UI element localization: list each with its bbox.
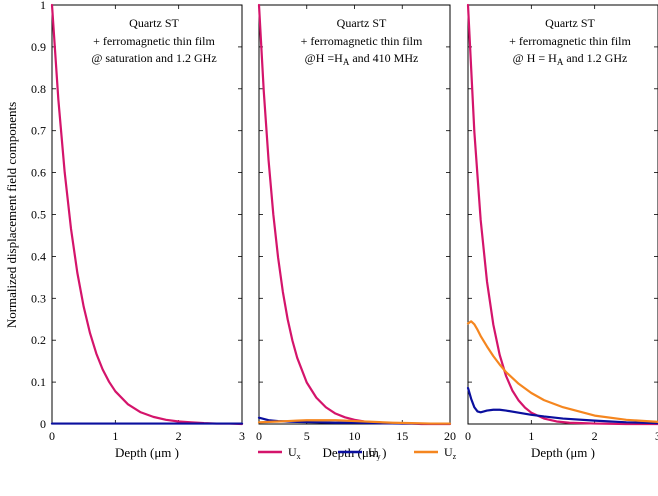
y-tick-label: 0.7	[31, 124, 46, 138]
x-tick-label: 0	[49, 429, 55, 443]
series-line-uy	[466, 386, 658, 425]
legend-label: Uy	[368, 445, 381, 461]
x-axis-label: Depth (μm )	[115, 445, 179, 460]
annotation-line-2: + ferromagnetic thin film	[301, 34, 423, 48]
x-tick-label: 3	[239, 429, 245, 443]
series-line-ux	[466, 3, 658, 426]
series-line-ux	[50, 3, 244, 426]
annotation-line-1: Quartz ST	[545, 16, 595, 30]
y-tick-label: 0.2	[31, 333, 46, 347]
x-tick-label: 0	[256, 429, 262, 443]
series-line-uz	[466, 320, 658, 423]
x-tick-label: 0	[465, 429, 471, 443]
y-tick-label: 0.1	[31, 375, 46, 389]
x-tick-label: 3	[655, 429, 658, 443]
x-tick-label: 20	[444, 429, 456, 443]
legend-label: Ux	[288, 445, 301, 461]
annotation-line-2: + ferromagnetic thin film	[509, 34, 631, 48]
annotation-line-1: Quartz ST	[337, 16, 387, 30]
y-tick-label: 0.6	[31, 166, 46, 180]
y-axis-label: Normalized displacement field components	[4, 102, 19, 328]
series-line-uz	[257, 419, 452, 425]
legend-item-ux: Ux	[258, 445, 301, 461]
plot-frame	[51, 4, 243, 425]
x-tick-label: 2	[176, 429, 182, 443]
y-tick-label: 0.3	[31, 291, 46, 305]
legend-item-uz: Uz	[414, 445, 457, 461]
y-tick-label: 0.4	[31, 249, 46, 263]
y-tick-label: 0	[40, 417, 46, 431]
y-tick-label: 0.8	[31, 82, 46, 96]
legend-label: Uz	[444, 445, 457, 461]
x-tick-label: 2	[592, 429, 598, 443]
panel-3: 0 1 2 3 Depth (μm ) Quartz ST + ferromagnetic …	[465, 3, 658, 460]
legend: Ux Uy Uz	[258, 445, 457, 461]
y-tick-label: 1	[40, 0, 46, 12]
annotation-line-3: @H =HA and 410 MHz	[305, 51, 419, 67]
y-tick-label: 0.5	[31, 208, 46, 222]
annotation-line-2: + ferromagnetic thin film	[93, 34, 215, 48]
x-tick-label: 10	[349, 429, 361, 443]
x-tick-label: 15	[396, 429, 408, 443]
legend-item-uy: Uy	[338, 445, 381, 461]
panel-1: 0 0.1 0.2 0.3 0.4 0.5 0.6 0.7 0.8 0.9 1 0 1 2 3 Depth (…	[31, 0, 245, 460]
x-axis-label: Depth (μm )	[531, 445, 595, 460]
annotation-line-3: @ saturation and 1.2 GHz	[91, 51, 216, 65]
annotation-line-1: Quartz ST	[129, 16, 179, 30]
series-line-uy	[257, 416, 452, 425]
y-tick-label: 0.9	[31, 40, 46, 54]
series-line-ux	[257, 3, 452, 426]
annotation-line-3: @ H = HA and 1.2 GHz	[513, 51, 628, 67]
x-tick-label: 1	[528, 429, 534, 443]
x-tick-label: 5	[304, 429, 310, 443]
x-tick-label: 1	[112, 429, 118, 443]
plot-frame	[258, 4, 451, 425]
